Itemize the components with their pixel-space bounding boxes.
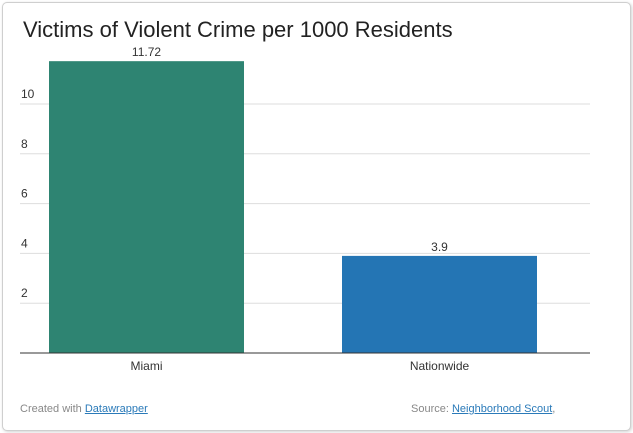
y-tick-label: 8 <box>21 137 28 151</box>
y-axis-ticks: 2 4 6 8 10 <box>21 87 35 300</box>
value-label: 11.72 <box>132 45 161 59</box>
x-tick-label: Miami <box>131 359 163 373</box>
value-label: 3.9 <box>431 240 448 254</box>
credit-note: Created with Datawrapper <box>20 403 148 415</box>
y-tick-label: 10 <box>21 87 35 101</box>
bar-nationwide <box>342 255 537 353</box>
source-note: Source: Neighborhood Scout, <box>411 403 555 415</box>
source-suffix: , <box>552 403 556 415</box>
chart-title: Victims of Violent Crime per 1000 Reside… <box>23 17 453 42</box>
credit-prefix: Created with <box>20 403 82 415</box>
y-tick-label: 2 <box>21 286 28 300</box>
y-tick-label: 6 <box>21 187 28 201</box>
y-tick-label: 4 <box>21 236 28 250</box>
datawrapper-link[interactable]: Datawrapper <box>84 403 148 415</box>
bar-miami <box>49 61 244 354</box>
source-link[interactable]: Neighborhood Scout <box>451 403 553 415</box>
x-axis-labels: Miami Nationwide <box>131 359 470 373</box>
bars <box>49 61 537 354</box>
x-tick-label: Nationwide <box>410 359 470 373</box>
value-labels: 11.72 3.9 <box>132 45 448 254</box>
source-prefix: Source: <box>411 403 449 415</box>
